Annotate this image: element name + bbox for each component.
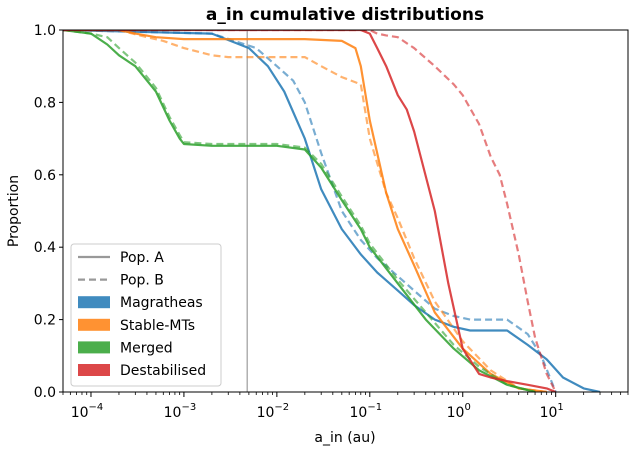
legend-swatch-stable-mts [78,318,110,331]
plot-frame [62,29,629,393]
legend-label-destabilised: Destabilised [120,363,206,379]
series-magratheas-pop-a [63,30,601,392]
x-tick-exponent: −4 [89,402,104,413]
x-axis-label: a_in (au) [314,430,375,446]
legend: Pop. A Pop. B Magratheas Stable-MTs Merged De… [70,243,222,387]
series-destabilised-pop-a [63,30,557,392]
legend-swatch-magratheas [78,296,110,309]
chart-title: a_in cumulative distributions [206,5,484,25]
y-tick-label: 0.4 [34,240,56,256]
y-tick-label: 1.0 [34,23,56,39]
legend-label-stable-mts: Stable-MTs [120,318,195,334]
series-lines [63,30,601,392]
series-merged-pop-b [63,30,536,392]
legend-label-magratheas: Magratheas [120,295,203,311]
series-destabilised-pop-b [63,30,557,392]
legend-label-pop-a: Pop. A [120,250,164,266]
y-tick-label: 0.6 [34,168,56,184]
x-tick-exponent: −1 [367,402,382,413]
x-tick-exponent: 0 [464,402,470,413]
x-tick-exponent: −3 [181,402,196,413]
y-tick-label: 0.2 [34,313,56,329]
y-axis-label: Proportion [6,175,22,247]
series-stable-mts-pop-b [63,30,547,392]
y-tick-label: 0.8 [34,95,56,111]
x-tick-exponent: 1 [557,402,563,413]
legend-swatch-destabilised [78,364,110,376]
series-merged-pop-a [63,30,536,392]
x-tick-exponent: −2 [274,402,289,413]
legend-label-merged: Merged [120,340,173,356]
legend-swatch-merged [78,341,110,354]
legend-label-pop-b: Pop. B [120,273,164,289]
y-tick-label: 0.0 [34,385,56,401]
